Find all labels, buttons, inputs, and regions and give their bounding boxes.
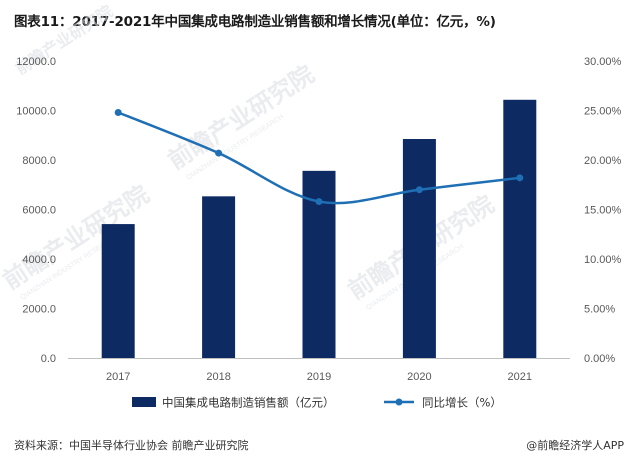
growth-point-2020 — [415, 186, 423, 194]
y-left-tick-label: 2000.0 — [22, 304, 56, 316]
y-left-tick-label: 10000.0 — [16, 106, 56, 118]
bar-series — [101, 99, 537, 358]
y-right-tick-label: 15.00% — [584, 205, 622, 217]
growth-point-2019 — [315, 198, 323, 206]
y-right-tick-label: 25.00% — [584, 106, 622, 118]
y-right-tick-label: 30.00% — [584, 56, 622, 68]
y-left-tick-label: 12000.0 — [16, 56, 56, 68]
legend-bar-swatch — [132, 397, 156, 407]
chart-title: 图表11：2017-2021年中国集成电路制造业销售额和增长情况(单位：亿元，%… — [14, 14, 496, 30]
x-tick-label: 2017 — [106, 371, 130, 383]
bar-2018 — [202, 196, 236, 358]
y-right-tick-label: 5.00% — [584, 304, 615, 316]
y-left-tick-label: 8000.0 — [22, 155, 56, 167]
legend: 中国集成电路制造销售额（亿元） 同比增长（%） — [132, 396, 502, 410]
y-left-tick-label: 6000.0 — [22, 205, 56, 217]
y-axis-right: 0.00% 5.00% 10.00% 15.00% 20.00% 25.00% 30.00% — [584, 56, 622, 365]
bar-2017 — [101, 224, 135, 358]
y-axis-left: 0.0 2000.0 4000.0 6000.0 8000.0 10000.0 12000.… — [16, 56, 56, 365]
watermark-text: 前瞻产业研究院 — [163, 60, 319, 175]
x-tick-label: 2020 — [407, 371, 431, 383]
x-tick-label: 2019 — [307, 371, 331, 383]
growth-point-2018 — [215, 149, 223, 157]
legend-bar-label: 中国集成电路制造销售额（亿元） — [162, 396, 335, 410]
y-left-tick-label: 4000.0 — [22, 254, 56, 266]
y-left-tick-label: 0.0 — [41, 353, 56, 365]
x-tick-label: 2021 — [508, 371, 532, 383]
y-right-tick-label: 0.00% — [584, 353, 615, 365]
x-tick-label: 2018 — [206, 371, 230, 383]
y-right-tick-label: 10.00% — [584, 254, 622, 266]
growth-point-2021 — [516, 174, 524, 182]
brand-credit: @前瞻经济学人APP — [526, 439, 624, 452]
source-note: 资料来源：中国半导体行业协会 前瞻产业研究院 — [14, 439, 249, 452]
bar-2021 — [503, 99, 537, 358]
line-series — [114, 108, 524, 206]
legend-line-marker — [395, 398, 403, 406]
x-axis: 2017 2018 2019 2020 2021 — [106, 371, 532, 383]
bar-2020 — [402, 139, 436, 358]
y-right-tick-label: 20.00% — [584, 155, 622, 167]
legend-line-label: 同比增长（%） — [422, 396, 502, 410]
growth-point-2017 — [114, 108, 122, 116]
